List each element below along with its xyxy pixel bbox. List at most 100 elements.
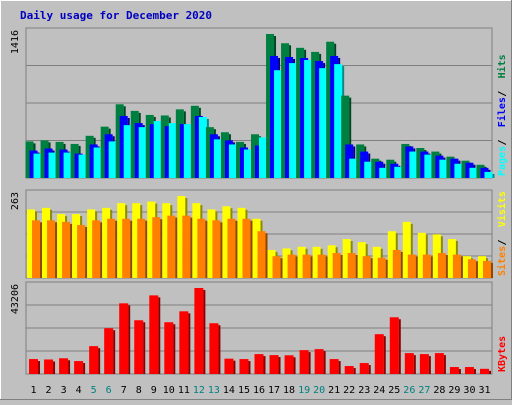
bar-kbytes-day-23 <box>359 363 369 374</box>
bar-sites-day-6-shade <box>115 220 118 278</box>
bar-sites-day-25-shade <box>400 251 403 278</box>
x-tick-label-13: 13 <box>208 385 220 396</box>
x-tick-label-27: 27 <box>418 385 430 396</box>
bar-sites-day-11 <box>182 215 191 278</box>
bar-sites-day-5 <box>92 220 101 278</box>
bar-kbytes-day-28-shade <box>443 355 446 374</box>
bar-sites-day-8-shade <box>145 220 148 278</box>
bar-kbytes-day-27-shade <box>428 356 431 374</box>
bar-sites-day-3 <box>62 221 71 278</box>
bar-kbytes-day-4 <box>74 361 84 374</box>
bar-visits-day-17 <box>267 249 276 278</box>
x-tick-label-2: 2 <box>46 385 52 396</box>
bar-kbytes-day-16 <box>254 354 264 374</box>
bar-sites-day-17-shade <box>280 258 283 278</box>
bar-sites-day-12 <box>197 218 206 278</box>
bar-kbytes-day-20-shade <box>323 351 326 374</box>
legend-separator-hits: / <box>497 91 508 97</box>
bar-kbytes-day-21-shade <box>338 361 341 374</box>
bar-sites-day-25 <box>392 249 401 278</box>
bar-pages-day-9 <box>153 121 162 178</box>
x-tick-label-30: 30 <box>463 385 475 396</box>
bar-hits-day-22-shade <box>349 97 352 178</box>
bar-pages-day-4 <box>78 154 87 178</box>
bar-sites-day-14-shade <box>235 220 238 278</box>
bar-pages-day-2 <box>48 152 57 178</box>
bar-kbytes-day-2-shade <box>53 361 56 374</box>
bar-sites-day-20 <box>317 254 326 278</box>
bar-pages-day-28 <box>439 159 448 178</box>
bar-visits-day-30 <box>462 256 471 278</box>
bar-pages-day-18 <box>289 63 298 178</box>
bar-sites-day-10-shade <box>175 217 178 278</box>
bar-kbytes-day-22-shade <box>353 368 356 374</box>
bar-sites-day-16 <box>257 231 266 278</box>
bar-visits-day-28 <box>432 234 441 278</box>
bar-pages-day-29 <box>454 163 463 178</box>
bar-kbytes-day-3 <box>59 358 69 374</box>
bar-visits-day-8 <box>132 203 141 278</box>
x-tick-label-14: 14 <box>223 385 235 396</box>
bar-sites-day-18 <box>287 254 296 278</box>
bar-sites-day-28 <box>437 253 446 278</box>
legend-sites: Sites <box>496 246 508 276</box>
bar-kbytes-day-9-shade <box>158 297 161 374</box>
bar-sites-day-15 <box>242 218 251 278</box>
bar-sites-day-4-shade <box>85 226 88 278</box>
bar-kbytes-day-25 <box>389 317 399 374</box>
bar-sites-day-26 <box>407 254 416 278</box>
bar-kbytes-day-1-shade <box>38 361 41 374</box>
bar-sites-day-23 <box>362 256 371 278</box>
bar-visits-day-23 <box>357 242 366 278</box>
bar-sites-day-2 <box>47 220 56 278</box>
bar-kbytes-day-1 <box>29 359 39 374</box>
bar-sites-day-19 <box>302 254 311 278</box>
bar-kbytes-day-17-shade <box>278 357 281 374</box>
bar-visits-day-10 <box>162 203 171 278</box>
legend-visits: Visits <box>496 191 508 227</box>
bar-pages-day-23 <box>364 161 373 178</box>
bar-kbytes-day-19 <box>299 350 309 374</box>
legend-kbytes: KBytes <box>497 336 508 372</box>
bar-pages-day-21 <box>334 64 343 178</box>
x-tick-label-21: 21 <box>328 385 340 396</box>
bar-sites-day-5-shade <box>100 222 103 278</box>
bar-kbytes-day-7-shade <box>128 305 131 374</box>
x-tick-label-19: 19 <box>298 385 310 396</box>
bar-kbytes-day-31-shade <box>488 370 491 374</box>
bar-pages-day-22 <box>349 158 358 178</box>
bar-pages-day-25 <box>394 166 403 178</box>
x-tick-label-7: 7 <box>121 385 127 396</box>
bar-sites-day-30-shade <box>475 261 478 278</box>
bar-sites-day-19-shade <box>310 256 313 278</box>
bar-visits-day-5 <box>87 209 96 278</box>
bar-kbytes-day-31 <box>479 368 489 374</box>
bar-kbytes-day-10 <box>164 322 174 374</box>
bar-visits-day-25 <box>387 231 396 278</box>
bar-pages-day-10 <box>168 123 177 178</box>
bar-kbytes-day-26-shade <box>413 355 416 374</box>
bar-visits-day-1 <box>27 209 36 278</box>
bar-kbytes-day-22 <box>344 366 354 374</box>
bar-kbytes-day-11-shade <box>188 313 191 374</box>
bar-sites-day-23-shade <box>370 258 373 278</box>
legend-hits: Hits <box>496 54 508 78</box>
bar-sites-day-22-shade <box>355 255 358 278</box>
bar-pages-day-14 <box>228 144 237 178</box>
x-tick-label-29: 29 <box>448 385 460 396</box>
bar-visits-day-18 <box>282 248 291 278</box>
bar-pages-day-26 <box>409 151 418 178</box>
bar-kbytes-day-12 <box>194 288 204 374</box>
x-tick-label-16: 16 <box>253 385 265 396</box>
bar-kbytes-day-2 <box>44 359 54 374</box>
bar-sites-day-4 <box>77 224 86 278</box>
bar-kbytes-day-14 <box>224 358 234 374</box>
bar-sites-day-28-shade <box>445 255 448 278</box>
bar-kbytes-day-24 <box>374 334 384 374</box>
legend-separator-visits: / <box>497 239 508 245</box>
x-tick-label-17: 17 <box>268 385 280 396</box>
bar-kbytes-day-8 <box>134 320 144 374</box>
bar-kbytes-day-9 <box>149 295 159 374</box>
